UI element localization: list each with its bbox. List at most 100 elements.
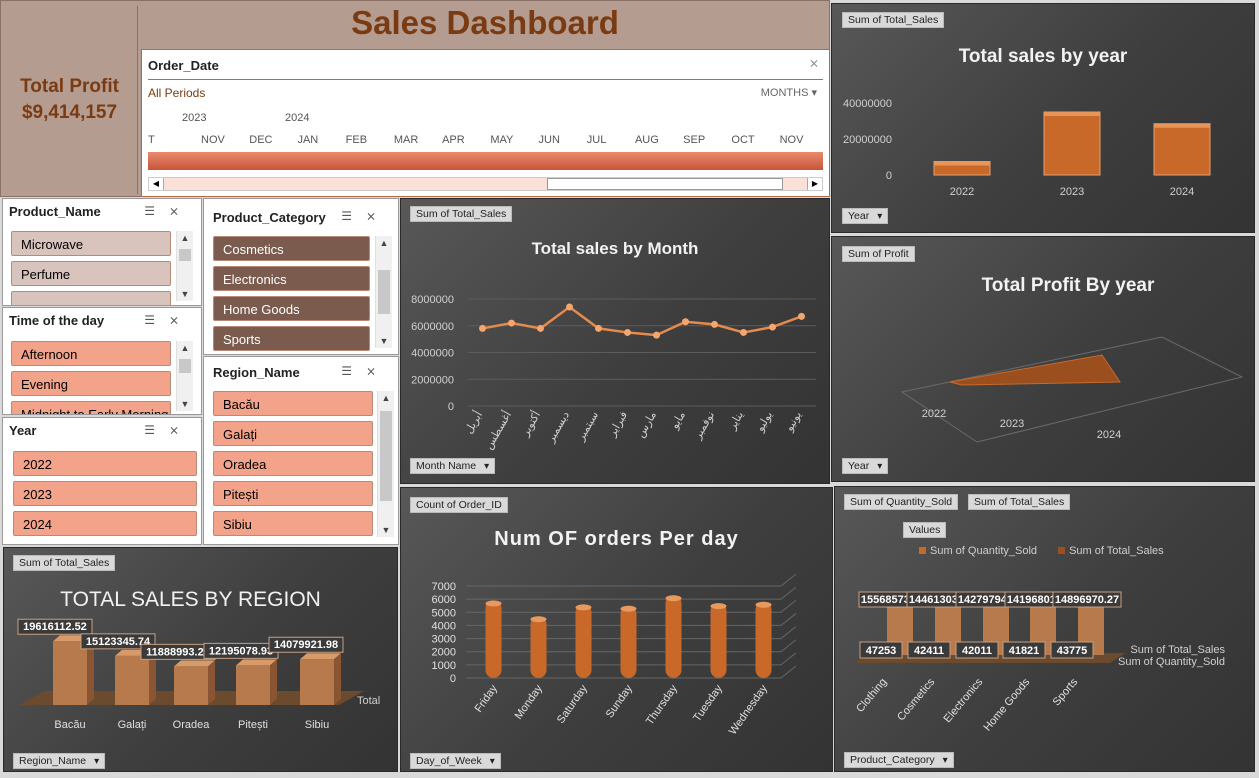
axis-field-button[interactable]: Day_of_Week (410, 753, 501, 769)
multi-select-icon[interactable]: ☰⨯ (144, 423, 193, 437)
data-point (508, 319, 515, 327)
slicer-item[interactable]: Sports (213, 326, 370, 351)
field-button[interactable]: Sum of Quantity_Sold (844, 494, 959, 510)
bar (53, 641, 87, 705)
slicer-item[interactable]: 2022 (13, 451, 197, 476)
slicer-scrollbar[interactable]: ▲ ▼ (375, 236, 392, 348)
gridline-depth (780, 599, 797, 613)
slicer-item[interactable]: Evening (11, 371, 171, 396)
x-tick-label: Tuesday (691, 682, 725, 724)
axis-field-button[interactable]: Product_Category (844, 752, 954, 768)
y-tick-label: 8000000 (411, 294, 454, 306)
scroll-thumb[interactable] (547, 178, 783, 190)
timeline-bar[interactable] (148, 152, 823, 170)
axis-field-button[interactable]: Year (842, 208, 889, 224)
slicer-title: Product_Category (213, 210, 326, 225)
slicer-scrollbar[interactable]: ▲ ▼ (176, 341, 193, 411)
field-button[interactable]: Sum of Total_Sales (842, 12, 945, 28)
slicer-item[interactable]: Bacău (213, 391, 373, 416)
gridline-depth (780, 652, 797, 666)
slicer-item[interactable]: Electronics (213, 266, 370, 291)
slicer-title: Product_Name (9, 204, 101, 219)
data-label: 15123345.74 (86, 636, 151, 648)
slicer-title: Year (9, 423, 37, 438)
timeline-month-label: DEC (249, 134, 273, 146)
chart-plot: 2022 2023 2024 (900, 336, 1244, 443)
slicer-item[interactable]: Sibiu (213, 511, 373, 536)
scroll-left-icon[interactable]: ◀ (149, 178, 164, 190)
x-tick-label: Wednesday (727, 682, 770, 737)
x-tick-label: مارس (635, 409, 659, 439)
slicer-item[interactable]: 2024 (13, 511, 197, 536)
data-label: 14896970.27 (1055, 594, 1119, 606)
data-label-box (1050, 641, 1094, 659)
y-tick-label: 1000 (432, 660, 456, 672)
field-button[interactable]: Sum of Total_Sales (13, 555, 116, 571)
timeline-month-label: NOV (201, 134, 225, 146)
slicer-item[interactable]: Galați (213, 421, 373, 446)
slicer-item[interactable]: Pitești (213, 481, 373, 506)
slicer-item[interactable]: Afternoon (11, 341, 171, 366)
multi-select-icon[interactable]: ☰⨯ (144, 313, 193, 327)
order-date-timeline[interactable]: Order_Date ⨯ All Periods MONTHS ▾ 2023 2… (141, 49, 830, 197)
field-button[interactable]: Sum of Profit (842, 246, 915, 262)
legend: Sum of Quantity_Sold Sum of Total_Sales (919, 545, 1164, 557)
bar (300, 659, 334, 705)
clear-filter-icon[interactable]: ⨯ (808, 56, 819, 70)
data-label-box (955, 641, 999, 659)
values-button[interactable]: Values (903, 522, 947, 538)
bar (620, 605, 637, 678)
bar-top (236, 659, 277, 666)
slicer-product-category: Product_Category ☰⨯ Cosmetics Electronic… (203, 198, 399, 355)
axis-field-button[interactable]: Month Name (410, 458, 496, 474)
y-tick-label: 0 (448, 401, 454, 413)
axis-field-button[interactable]: Region_Name (13, 753, 106, 769)
chart-orders-per-day: Count of Order_ID Num OF orders Per day … (400, 487, 833, 772)
x-tick-label: Cosmetics (895, 676, 938, 723)
multi-select-icon[interactable]: ☰⨯ (341, 209, 390, 223)
data-label: 12195078.93 (209, 645, 273, 657)
slicer-item[interactable]: Oradea (213, 451, 373, 476)
slicer-scrollbar[interactable]: ▲ ▼ (176, 231, 193, 301)
slicer-item[interactable]: Midnight to Early Morning (11, 401, 171, 414)
chart-profit-by-year: Sum of Profit Total Profit By year 2022 2… (831, 236, 1255, 482)
multi-select-icon[interactable]: ☰⨯ (144, 204, 193, 218)
axis-field-button[interactable]: Year (842, 458, 889, 474)
field-button[interactable]: Sum of Total_Sales (968, 494, 1071, 510)
slicer-item[interactable]: Microwave (11, 231, 171, 256)
y-tick-label: 3000 (432, 634, 456, 646)
bar-top (174, 660, 215, 667)
timeline-month-label: SEP (683, 134, 706, 146)
slicer-item[interactable]: 2023 (13, 481, 197, 506)
slicer-item[interactable]: Home Goods (213, 296, 370, 321)
bar-top (300, 653, 341, 660)
timeline-year-2023: 2023 (182, 112, 207, 124)
data-point (682, 318, 689, 326)
x-tick-label: يونيو (783, 410, 804, 435)
y-tick-label: 6000000 (411, 321, 454, 333)
kpi-value: $9,414,157 (21, 102, 118, 123)
kpi-label: Total Profit (20, 76, 119, 97)
timeline-period-label: All Periods (148, 86, 206, 100)
multi-select-icon[interactable]: ☰⨯ (341, 364, 390, 378)
chart-title: Total sales by Month (531, 239, 699, 258)
timeline-month-label: T (148, 134, 155, 146)
timeline-header: Order_Date (148, 58, 219, 73)
slicer-item-partial[interactable] (11, 291, 171, 305)
timeline-month-label: JAN (297, 134, 319, 146)
data-point (653, 331, 660, 339)
timeline-scrollbar[interactable]: ◀ ▶ (148, 177, 823, 191)
timeline-level-dropdown[interactable]: MONTHS ▾ (760, 87, 817, 99)
slicer-item[interactable]: Cosmetics (213, 236, 370, 261)
scroll-right-icon[interactable]: ▶ (807, 178, 822, 190)
data-label-box (1002, 641, 1046, 659)
chart-title: Total sales by year (958, 46, 1128, 67)
legend-swatch (1058, 547, 1066, 554)
field-button[interactable]: Sum of Total_Sales (410, 206, 513, 222)
field-button[interactable]: Count of Order_ID (410, 497, 508, 513)
bar-top (934, 161, 990, 166)
slicer-scrollbar[interactable]: ▲ ▼ (377, 391, 394, 537)
slicer-item[interactable]: Perfume (11, 261, 171, 286)
bar (755, 601, 772, 678)
